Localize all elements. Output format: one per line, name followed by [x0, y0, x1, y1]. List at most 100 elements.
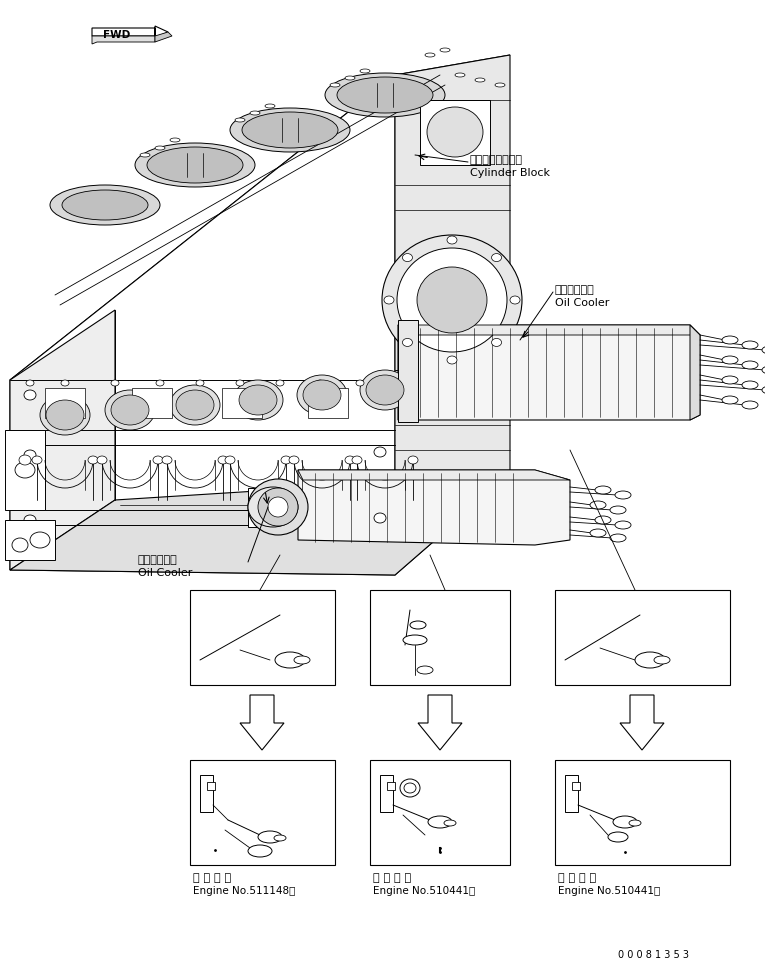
- Text: Oil Cooler: Oil Cooler: [138, 568, 192, 578]
- Ellipse shape: [26, 380, 34, 386]
- Polygon shape: [10, 75, 395, 575]
- Ellipse shape: [225, 456, 235, 464]
- Text: Cylinder Block: Cylinder Block: [470, 168, 550, 178]
- Bar: [555, 590, 730, 685]
- Ellipse shape: [12, 538, 28, 552]
- Ellipse shape: [427, 107, 483, 157]
- Ellipse shape: [762, 366, 765, 374]
- Ellipse shape: [258, 831, 282, 843]
- Ellipse shape: [762, 386, 765, 394]
- Text: Oil Cooler: Oil Cooler: [555, 298, 610, 308]
- Ellipse shape: [762, 346, 765, 354]
- Ellipse shape: [722, 376, 738, 384]
- Ellipse shape: [15, 462, 35, 478]
- Ellipse shape: [345, 456, 355, 464]
- Ellipse shape: [722, 396, 738, 404]
- Polygon shape: [572, 782, 580, 790]
- Ellipse shape: [374, 447, 386, 457]
- Polygon shape: [10, 475, 510, 575]
- Bar: [5, 430, 45, 510]
- Ellipse shape: [404, 783, 416, 793]
- Ellipse shape: [62, 190, 148, 220]
- Ellipse shape: [382, 235, 522, 365]
- Polygon shape: [240, 695, 284, 750]
- Ellipse shape: [275, 652, 305, 668]
- Ellipse shape: [230, 108, 350, 152]
- Ellipse shape: [742, 341, 758, 349]
- Ellipse shape: [303, 380, 341, 410]
- Bar: [190, 590, 335, 685]
- Polygon shape: [418, 695, 462, 750]
- Ellipse shape: [629, 820, 641, 826]
- Ellipse shape: [366, 375, 404, 405]
- Bar: [222, 388, 262, 418]
- Ellipse shape: [281, 456, 291, 464]
- Polygon shape: [10, 310, 115, 570]
- Text: シリンダブロック: シリンダブロック: [470, 155, 523, 165]
- Ellipse shape: [162, 456, 172, 464]
- Ellipse shape: [610, 534, 626, 542]
- Ellipse shape: [384, 296, 394, 304]
- Polygon shape: [92, 26, 168, 38]
- Ellipse shape: [40, 395, 90, 435]
- Ellipse shape: [654, 656, 670, 664]
- Text: 適 用 号 機: 適 用 号 機: [558, 873, 596, 883]
- Ellipse shape: [155, 146, 165, 150]
- Text: Engine No.510441～: Engine No.510441～: [558, 886, 660, 896]
- Ellipse shape: [316, 380, 324, 386]
- Ellipse shape: [156, 380, 164, 386]
- Ellipse shape: [402, 254, 412, 261]
- Ellipse shape: [170, 138, 180, 142]
- Ellipse shape: [615, 521, 631, 529]
- Ellipse shape: [30, 532, 50, 548]
- Ellipse shape: [325, 73, 445, 117]
- Ellipse shape: [337, 77, 433, 113]
- Polygon shape: [380, 775, 393, 812]
- Bar: [5, 520, 55, 560]
- Ellipse shape: [242, 112, 338, 148]
- Polygon shape: [298, 470, 570, 480]
- Text: Engine No.510441～: Engine No.510441～: [373, 886, 475, 896]
- Polygon shape: [200, 775, 213, 812]
- Ellipse shape: [276, 380, 284, 386]
- Ellipse shape: [444, 820, 456, 826]
- Ellipse shape: [19, 455, 31, 465]
- Ellipse shape: [258, 488, 298, 526]
- Ellipse shape: [410, 621, 426, 629]
- Ellipse shape: [61, 380, 69, 386]
- Polygon shape: [565, 775, 578, 812]
- Ellipse shape: [455, 73, 465, 77]
- Ellipse shape: [722, 336, 738, 344]
- Ellipse shape: [24, 515, 36, 525]
- Ellipse shape: [440, 48, 450, 52]
- Ellipse shape: [374, 387, 386, 397]
- Polygon shape: [620, 695, 664, 750]
- Text: 適 用 号 機: 適 用 号 機: [193, 873, 231, 883]
- Ellipse shape: [492, 254, 502, 261]
- Ellipse shape: [608, 832, 628, 842]
- Polygon shape: [92, 36, 155, 44]
- Ellipse shape: [46, 400, 84, 430]
- Ellipse shape: [360, 370, 410, 410]
- Ellipse shape: [447, 356, 457, 364]
- Ellipse shape: [97, 456, 107, 464]
- Ellipse shape: [590, 501, 606, 509]
- Ellipse shape: [24, 450, 36, 460]
- Text: オイルクーラ: オイルクーラ: [138, 555, 177, 565]
- Ellipse shape: [153, 456, 163, 464]
- Ellipse shape: [447, 236, 457, 244]
- Bar: [45, 388, 85, 418]
- Bar: [190, 760, 335, 865]
- Ellipse shape: [356, 380, 364, 386]
- Ellipse shape: [417, 666, 433, 674]
- Bar: [370, 590, 510, 685]
- Ellipse shape: [613, 816, 637, 828]
- Bar: [370, 760, 510, 865]
- Ellipse shape: [24, 390, 36, 400]
- Ellipse shape: [268, 497, 288, 517]
- Polygon shape: [298, 470, 570, 545]
- Ellipse shape: [397, 248, 507, 352]
- Ellipse shape: [590, 529, 606, 537]
- Ellipse shape: [248, 487, 298, 527]
- Text: 0 0 0 8 1 3 5 3: 0 0 0 8 1 3 5 3: [618, 950, 689, 960]
